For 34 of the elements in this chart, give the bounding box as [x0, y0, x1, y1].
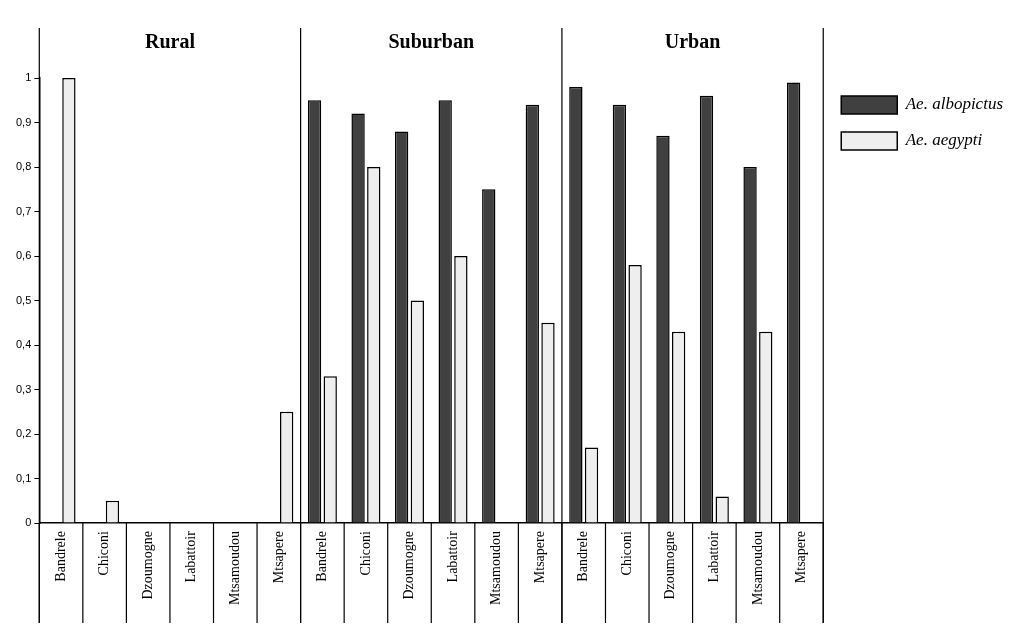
x-tick-label: Mtsapere: [270, 531, 286, 584]
x-tick-label: Bandrele: [575, 531, 591, 582]
x-tick-label: Chiconi: [96, 531, 112, 576]
x-tick-label: Mtsamoudou: [226, 531, 242, 605]
x-tick-label: Mtsapere: [793, 531, 809, 584]
y-tick-label: 0,3: [15, 382, 32, 395]
y-tick-label: 0,6: [15, 249, 32, 262]
legend-label: Ae. aegypti: [904, 130, 983, 150]
y-tick-label: 0,8: [15, 160, 32, 173]
y-tick-label: 0,2: [15, 427, 32, 440]
x-tick-label: Mtsamoudou: [488, 531, 504, 605]
x-tick-label: Dzoumogne: [662, 531, 678, 600]
text: Rural: [144, 30, 196, 53]
y-tick-label: 0,5: [15, 293, 32, 306]
y-tick-label: 0,4: [15, 338, 32, 351]
y-tick-label: 0,1: [15, 471, 32, 484]
y-tick-label: 1: [25, 71, 32, 84]
y-tick-label: 0: [25, 516, 32, 529]
x-tick-label: Bandrele: [52, 531, 68, 582]
x-tick-label: Bandrele: [314, 531, 330, 582]
text: Suburban: [388, 30, 475, 53]
x-tick-label: Labattoir: [706, 530, 722, 583]
x-tick-label: Mtsamoudou: [749, 531, 765, 605]
x-tick-label: Chiconi: [618, 531, 634, 576]
x-tick-label: Chiconi: [357, 531, 373, 576]
y-tick-label: 0,9: [15, 115, 32, 128]
y-tick-label: 0,7: [15, 204, 32, 217]
legend-label: Ae. albopictus: [904, 94, 1004, 114]
x-tick-label: Mtsapere: [531, 531, 547, 584]
text: Urban: [664, 30, 721, 53]
x-tick-label: Labattoir: [444, 530, 460, 583]
x-tick-label: Labattoir: [183, 530, 199, 583]
x-tick-label: Dzoumogne: [401, 531, 417, 600]
x-tick-label: Dzoumogne: [139, 531, 155, 600]
